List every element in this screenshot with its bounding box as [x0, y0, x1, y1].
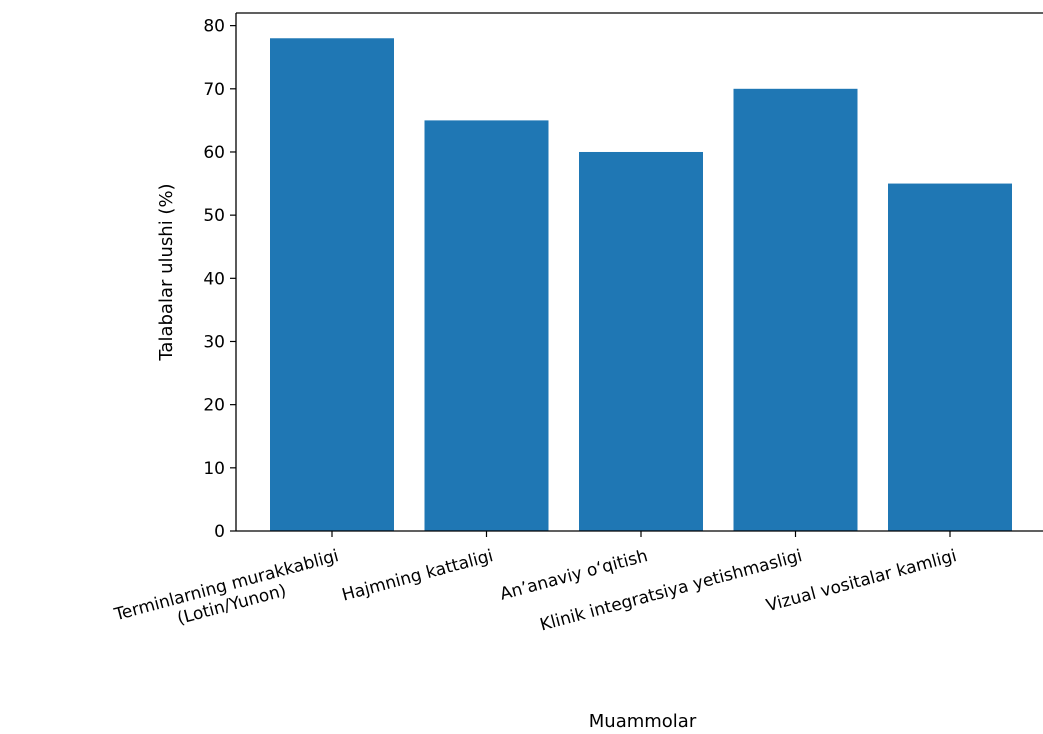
y-tick-label: 10 — [203, 459, 225, 479]
bar — [733, 88, 858, 532]
bar — [888, 183, 1012, 531]
y-tick-label: 50 — [203, 206, 225, 226]
y-axis-label: Talabalar ulushi (%) — [156, 183, 177, 361]
x-tick-label: Klinik integratsiya yetishmasligi — [538, 546, 805, 635]
axes-group — [235, 12, 1043, 532]
x-ticks-group: Terminlarning murakkabligi(Lotin/Yunon) H… — [111, 531, 959, 645]
bar — [579, 151, 703, 531]
y-tick-label: 40 — [203, 269, 225, 289]
y-tick-label: 80 — [203, 17, 225, 37]
x-axis-label: Muammolar — [589, 711, 697, 732]
y-tick-label: 20 — [203, 396, 225, 416]
x-tick-label: Terminlarning murakkabligi(Lotin/Yunon) — [111, 546, 346, 645]
y-ticks-group: 0 10 20 30 40 50 60 70 80 — [203, 17, 236, 542]
bar — [270, 38, 394, 532]
y-tick-label: 70 — [203, 80, 225, 100]
bars-group — [270, 38, 1012, 532]
bar — [424, 120, 549, 531]
x-tick-label: Hajmning kattaligi — [340, 546, 495, 606]
y-tick-label: 30 — [203, 332, 225, 352]
y-tick-label: 60 — [203, 143, 225, 163]
y-tick-label: 0 — [214, 522, 225, 542]
